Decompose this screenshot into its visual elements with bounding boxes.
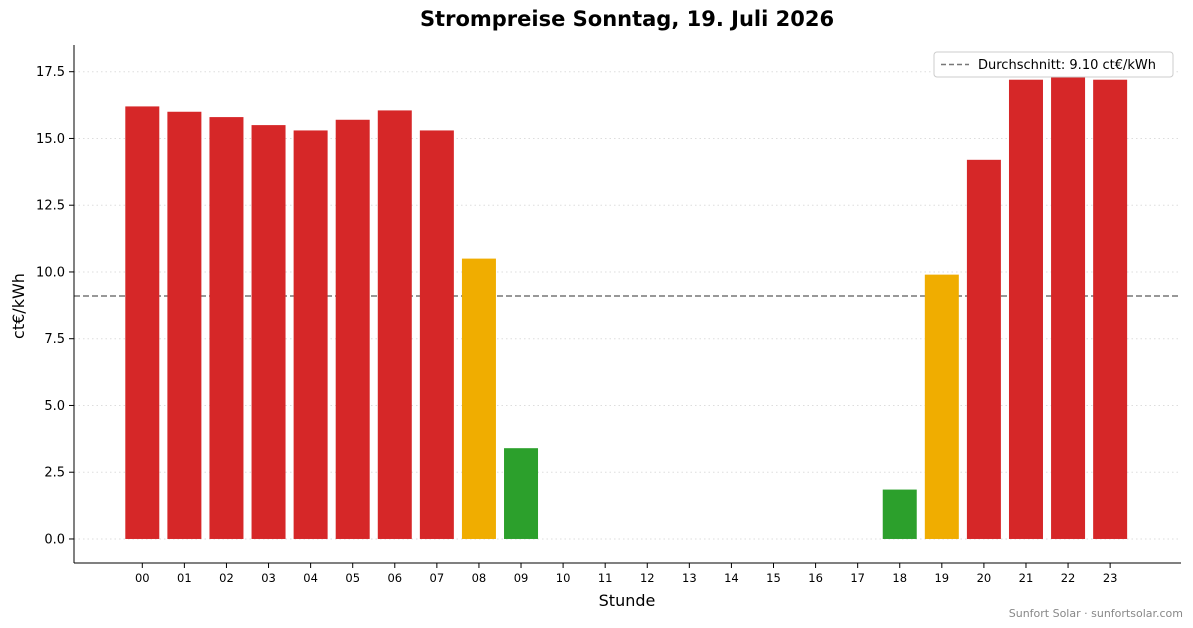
x-tick-label: 17 xyxy=(850,571,865,585)
y-tick-label: 17.5 xyxy=(36,65,65,80)
x-tick-label: 23 xyxy=(1103,571,1118,585)
x-tick-label: 07 xyxy=(430,571,445,585)
bar-hour-07 xyxy=(419,130,454,539)
x-tick-label: 10 xyxy=(556,571,571,585)
x-tick-label: 22 xyxy=(1061,571,1076,585)
x-tick-label: 02 xyxy=(219,571,234,585)
axes xyxy=(73,45,1181,564)
bar-hour-21 xyxy=(1008,79,1043,539)
bar-hour-02 xyxy=(209,117,244,539)
bar-hour-18 xyxy=(882,489,917,539)
y-tick-label: 12.5 xyxy=(36,199,65,214)
x-tick-label: 13 xyxy=(682,571,697,585)
footer-credit: Sunfort Solar · sunfortsolar.com xyxy=(1009,607,1183,620)
bar-hour-20 xyxy=(966,159,1001,539)
x-tick-label: 04 xyxy=(303,571,318,585)
x-tick-label: 20 xyxy=(977,571,992,585)
y-tick-label: 10.0 xyxy=(36,265,65,280)
x-tick-label: 06 xyxy=(387,571,402,585)
bar-hour-06 xyxy=(377,110,412,539)
x-ticks: 00 01 02 03 04 05 06 07 08 09 10 11 12 13 14 15 16 17 18 19… xyxy=(135,563,1117,585)
y-tick-label: 0.0 xyxy=(44,532,65,547)
bar-hour-01 xyxy=(167,111,202,539)
bar-hour-05 xyxy=(335,119,370,539)
legend: Durchschnitt: 9.10 ct€/kWh xyxy=(933,51,1174,78)
x-tick-label: 18 xyxy=(892,571,907,585)
bars xyxy=(125,77,1128,539)
bar-hour-19 xyxy=(924,274,959,539)
x-tick-label: 15 xyxy=(766,571,781,585)
y-axis-label: ct€/kWh xyxy=(9,273,28,339)
bar-hour-22 xyxy=(1051,77,1086,539)
x-tick-label: 19 xyxy=(934,571,949,585)
y-ticks: 0.0 2.5 5.0 7.5 10.0 12.5 15.0 17.5 xyxy=(36,65,74,547)
y-tick-label: 5.0 xyxy=(44,399,65,414)
bar-hour-03 xyxy=(251,125,286,539)
bar-hour-04 xyxy=(293,130,328,539)
x-tick-label: 08 xyxy=(472,571,487,585)
legend-box xyxy=(933,51,1174,78)
y-tick-label: 7.5 xyxy=(44,332,65,347)
legend-label-average: Durchschnitt: 9.10 ct€/kWh xyxy=(978,58,1156,73)
x-tick-label: 11 xyxy=(598,571,613,585)
x-tick-label: 14 xyxy=(724,571,739,585)
x-tick-label: 00 xyxy=(135,571,150,585)
bar-hour-08 xyxy=(461,258,496,539)
chart-title: Strompreise Sonntag, 19. Juli 2026 xyxy=(420,7,834,31)
bar-hour-00 xyxy=(125,106,160,539)
x-axis-label: Stunde xyxy=(599,591,656,610)
bar-hour-09 xyxy=(504,448,539,539)
x-tick-label: 09 xyxy=(514,571,529,585)
y-tick-label: 15.0 xyxy=(36,132,65,147)
x-tick-label: 21 xyxy=(1019,571,1034,585)
x-tick-label: 16 xyxy=(808,571,823,585)
y-tick-label: 2.5 xyxy=(44,466,65,481)
x-tick-label: 01 xyxy=(177,571,192,585)
x-tick-label: 03 xyxy=(261,571,276,585)
x-tick-label: 05 xyxy=(345,571,360,585)
bar-hour-23 xyxy=(1093,79,1128,539)
x-tick-label: 12 xyxy=(640,571,655,585)
